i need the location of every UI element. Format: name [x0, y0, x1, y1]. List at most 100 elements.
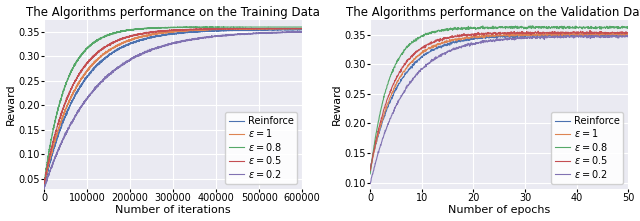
- $\varepsilon = 1$: [281, 27, 289, 30]
- $\varepsilon = 1$: [140, 35, 147, 38]
- X-axis label: Number of iterations: Number of iterations: [115, 206, 231, 215]
- Reinforce: [543, 34, 551, 37]
- Line: Reinforce: Reinforce: [44, 29, 302, 186]
- $\varepsilon = 0.2$: [568, 35, 575, 38]
- $\varepsilon = 0.5$: [140, 32, 147, 35]
- Reinforce: [40, 185, 48, 187]
- Reinforce: [584, 31, 592, 34]
- Line: $\varepsilon = 0.2$: $\varepsilon = 0.2$: [370, 35, 628, 184]
- Reinforce: [70, 97, 77, 100]
- Line: $\varepsilon = 1$: $\varepsilon = 1$: [44, 28, 302, 185]
- $\varepsilon = 0.8$: [70, 66, 77, 68]
- Reinforce: [572, 34, 580, 36]
- $\varepsilon = 1$: [568, 33, 575, 36]
- $\varepsilon = 1$: [480, 37, 488, 39]
- $\varepsilon = 0.8$: [625, 25, 632, 28]
- $\varepsilon = 0.5$: [70, 82, 77, 85]
- Line: $\varepsilon = 0.2$: $\varepsilon = 0.2$: [44, 32, 302, 190]
- $\varepsilon = 0.2$: [85, 95, 93, 97]
- $\varepsilon = 0.8$: [573, 26, 580, 29]
- $\varepsilon = 0.2$: [266, 31, 273, 34]
- $\varepsilon = 1$: [471, 35, 479, 38]
- $\varepsilon = 0.5$: [85, 59, 93, 61]
- $\varepsilon = 0.2$: [609, 34, 616, 36]
- Reinforce: [298, 28, 306, 31]
- $\varepsilon = 1$: [572, 34, 580, 36]
- $\varepsilon = 0.8$: [234, 26, 241, 28]
- $\varepsilon = 0.8$: [393, 62, 401, 65]
- $\varepsilon = 1$: [366, 169, 374, 171]
- $\varepsilon = 0.8$: [85, 45, 93, 48]
- $\varepsilon = 0.8$: [544, 27, 552, 29]
- Y-axis label: Reward: Reward: [6, 83, 15, 125]
- $\varepsilon = 0.8$: [266, 26, 273, 28]
- $\varepsilon = 1$: [601, 31, 609, 34]
- $\varepsilon = 1$: [266, 27, 273, 30]
- $\varepsilon = 1$: [625, 33, 632, 36]
- $\varepsilon = 1$: [40, 184, 48, 186]
- $\varepsilon = 0.2$: [543, 36, 551, 38]
- Reinforce: [293, 28, 301, 31]
- Legend: Reinforce, $\varepsilon = 1$, $\varepsilon = 0.8$, $\varepsilon = 0.5$, $\vareps: Reinforce, $\varepsilon = 1$, $\varepsil…: [551, 112, 623, 184]
- Reinforce: [393, 86, 401, 89]
- $\varepsilon = 0.8$: [293, 26, 301, 28]
- $\varepsilon = 0.5$: [40, 182, 48, 185]
- $\varepsilon = 0.5$: [298, 27, 306, 30]
- $\varepsilon = 0.5$: [252, 27, 260, 30]
- $\varepsilon = 0.2$: [293, 31, 301, 33]
- Reinforce: [150, 35, 158, 38]
- $\varepsilon = 1$: [85, 67, 93, 70]
- $\varepsilon = 0.5$: [150, 30, 158, 33]
- Reinforce: [366, 167, 374, 169]
- $\varepsilon = 1$: [70, 91, 77, 94]
- $\varepsilon = 0.2$: [150, 48, 158, 50]
- $\varepsilon = 0.5$: [480, 34, 488, 37]
- $\varepsilon = 0.5$: [471, 33, 479, 35]
- $\varepsilon = 0.8$: [150, 27, 158, 29]
- $\varepsilon = 0.2$: [366, 182, 374, 185]
- $\varepsilon = 1$: [293, 27, 301, 30]
- $\varepsilon = 0.5$: [572, 32, 580, 34]
- $\varepsilon = 0.5$: [366, 169, 374, 172]
- $\varepsilon = 1$: [393, 82, 401, 84]
- $\varepsilon = 0.8$: [140, 27, 147, 30]
- Reinforce: [140, 39, 147, 41]
- $\varepsilon = 0.2$: [393, 103, 401, 106]
- $\varepsilon = 0.2$: [40, 188, 48, 191]
- Reinforce: [266, 29, 273, 31]
- Reinforce: [625, 33, 632, 36]
- Reinforce: [480, 36, 488, 39]
- Reinforce: [40, 184, 48, 187]
- Line: Reinforce: Reinforce: [370, 32, 628, 168]
- $\varepsilon = 0.2$: [572, 36, 580, 38]
- X-axis label: Number of epochs: Number of epochs: [448, 206, 550, 215]
- $\varepsilon = 0.5$: [543, 32, 551, 34]
- $\varepsilon = 0.2$: [70, 117, 77, 120]
- $\varepsilon = 0.5$: [393, 76, 401, 78]
- $\varepsilon = 1$: [543, 34, 551, 36]
- $\varepsilon = 0.8$: [366, 173, 374, 175]
- $\varepsilon = 0.8$: [568, 26, 575, 29]
- $\varepsilon = 0.8$: [40, 183, 48, 186]
- $\varepsilon = 0.2$: [625, 36, 632, 39]
- $\varepsilon = 0.2$: [471, 42, 479, 45]
- $\varepsilon = 0.5$: [586, 29, 594, 32]
- Legend: Reinforce, $\varepsilon = 1$, $\varepsilon = 0.8$, $\varepsilon = 0.5$, $\vareps: Reinforce, $\varepsilon = 1$, $\varepsil…: [225, 112, 298, 184]
- $\varepsilon = 0.2$: [40, 186, 48, 189]
- Reinforce: [568, 33, 575, 36]
- $\varepsilon = 0.8$: [480, 26, 488, 29]
- Reinforce: [471, 37, 479, 40]
- $\varepsilon = 0.5$: [40, 182, 48, 184]
- Title: The Algorithms performance on the Training Data: The Algorithms performance on the Traini…: [26, 6, 320, 19]
- Line: $\varepsilon = 0.5$: $\varepsilon = 0.5$: [370, 30, 628, 171]
- $\varepsilon = 0.2$: [297, 30, 305, 33]
- Reinforce: [85, 73, 93, 75]
- $\varepsilon = 0.2$: [298, 31, 306, 33]
- $\varepsilon = 0.2$: [140, 52, 147, 54]
- $\varepsilon = 0.8$: [471, 27, 479, 29]
- $\varepsilon = 0.2$: [480, 39, 488, 42]
- $\varepsilon = 0.8$: [529, 24, 536, 27]
- Line: $\varepsilon = 0.8$: $\varepsilon = 0.8$: [370, 26, 628, 174]
- Title: The Algorithms performance on the Validation Data: The Algorithms performance on the Valida…: [346, 6, 640, 19]
- $\varepsilon = 1$: [298, 27, 306, 30]
